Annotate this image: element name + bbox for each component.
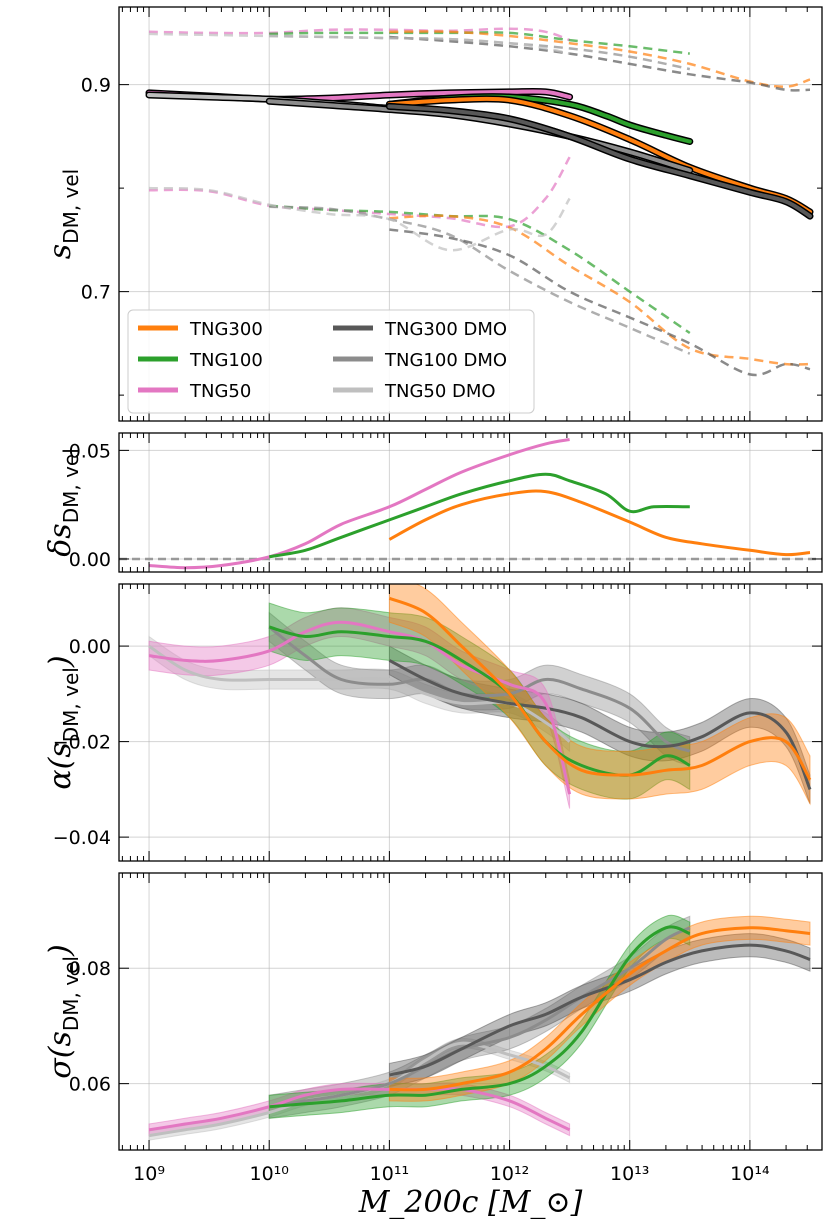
x-tick-label: 10¹² <box>490 1163 529 1185</box>
x-tick-label: 10¹³ <box>610 1163 649 1185</box>
series-tng300-dmo <box>387 104 812 219</box>
y-axis-label: δsDM, vel <box>43 448 83 557</box>
band-tng100 <box>268 914 691 1119</box>
x-tick-label: 10¹¹ <box>370 1163 409 1185</box>
y-axis-label-main: σ(s <box>43 1031 78 1079</box>
series-tng50-dmo-dashed <box>148 32 570 55</box>
series-tng50 <box>148 438 570 570</box>
x-tick-label: 10⁹ <box>133 1163 165 1185</box>
series-tng100 <box>268 472 690 559</box>
series-tng50 <box>148 620 572 795</box>
axes-frame <box>118 6 823 422</box>
y-axis-label-sub: DM, vel <box>59 667 83 742</box>
x-axis-label: M_200c [M_⊙] <box>358 1185 583 1220</box>
axes-frame <box>118 583 823 862</box>
plot-area-alpha <box>148 584 812 809</box>
y-axis-label-sub: DM, vel <box>59 448 83 523</box>
series-tng300 <box>388 596 812 781</box>
y-tick-label: 0.06 <box>69 1074 111 1096</box>
axes-frame <box>118 872 823 1151</box>
y-axis-label: sDM, vel <box>43 169 83 259</box>
y-axis-label-end: ) <box>43 944 78 957</box>
series-tng300-dmo-dashed <box>389 228 811 377</box>
y-axis-label: α(sDM, vel) <box>43 655 83 789</box>
series-tng50 <box>148 1087 571 1132</box>
plot-area-s <box>145 27 814 377</box>
series-tng100-dmo-dashed <box>269 205 691 355</box>
legend: TNG300 TNG100 TNG50 TNG300 DMO TNG100 DMO TNG… <box>127 309 535 414</box>
band-tng300-dmo <box>388 933 811 1088</box>
band-tng100 <box>268 602 691 800</box>
series-tng100-dashed <box>269 204 691 335</box>
band-tng50 <box>148 607 571 809</box>
y-axis-label-main: α(s <box>43 742 78 789</box>
y-tick-label: 0.00 <box>69 636 111 658</box>
y-tick-label: 0.00 <box>69 549 111 571</box>
plot-area-delta <box>119 438 822 570</box>
y-tick-label: 0.05 <box>69 440 111 462</box>
legend-label: TNG300 <box>189 319 263 340</box>
legend-label: TNG100 <box>189 350 263 371</box>
y-axis-label-sub: DM, vel <box>59 169 83 244</box>
series-tng100-dmo <box>268 926 691 1109</box>
series-tng300 <box>389 926 811 1092</box>
y-axis-label-main: s <box>43 244 78 259</box>
series-tng300-dmo-outline <box>385 102 814 220</box>
y-axis-label-sub: DM, vel <box>59 956 83 1031</box>
panel-alpha: −0.04−0.020.00α(sDM, vel) <box>43 583 823 862</box>
series-tng300 <box>388 489 811 557</box>
legend-label: TNG100 DMO <box>384 350 507 371</box>
series-tng300-dashed <box>389 30 811 88</box>
series-tng50-dmo-dashed <box>148 186 571 252</box>
x-tick-label: 10¹⁴ <box>730 1163 770 1185</box>
band-tng300 <box>388 584 811 806</box>
y-axis-label: σ(sDM, vel) <box>43 944 83 1078</box>
y-tick-label: −0.02 <box>53 732 111 754</box>
panel-s: 0.7 0.9 sDM, vel <box>43 6 823 422</box>
panel-sigma: 0.060.08σ(sDM, vel) <box>43 872 823 1151</box>
legend-label: TNG50 <box>189 381 251 402</box>
plot-area-sigma <box>148 914 811 1141</box>
legend-label: TNG300 DMO <box>384 319 507 340</box>
y-tick-label: −0.04 <box>53 827 111 849</box>
y-tick-label: 0.9 <box>81 75 111 97</box>
series-tng100-dmo <box>268 625 691 753</box>
y-axis-label-main: δs <box>43 523 78 556</box>
axes-frame <box>118 432 823 573</box>
series-tng100 <box>269 925 691 1109</box>
band-tng50-dmo <box>148 635 571 753</box>
series-tng50-dashed <box>148 156 571 229</box>
series-tng50-dashed <box>148 27 571 42</box>
series-tng100-dmo <box>267 99 692 173</box>
legend-label: TNG50 DMO <box>384 381 496 402</box>
band-tng300 <box>388 915 811 1102</box>
y-tick-label: 0.7 <box>81 282 111 304</box>
y-axis-label-end: ) <box>43 655 78 668</box>
legend-box <box>127 309 535 414</box>
series-tng300-dmo <box>388 659 812 790</box>
series-tng300-dmo <box>389 943 811 1077</box>
series-tng300-dashed <box>389 214 811 366</box>
series-tng300-dmo-dashed <box>389 35 811 92</box>
y-tick-label: 0.08 <box>69 958 111 980</box>
x-tick-label: 10¹⁰ <box>250 1163 289 1185</box>
